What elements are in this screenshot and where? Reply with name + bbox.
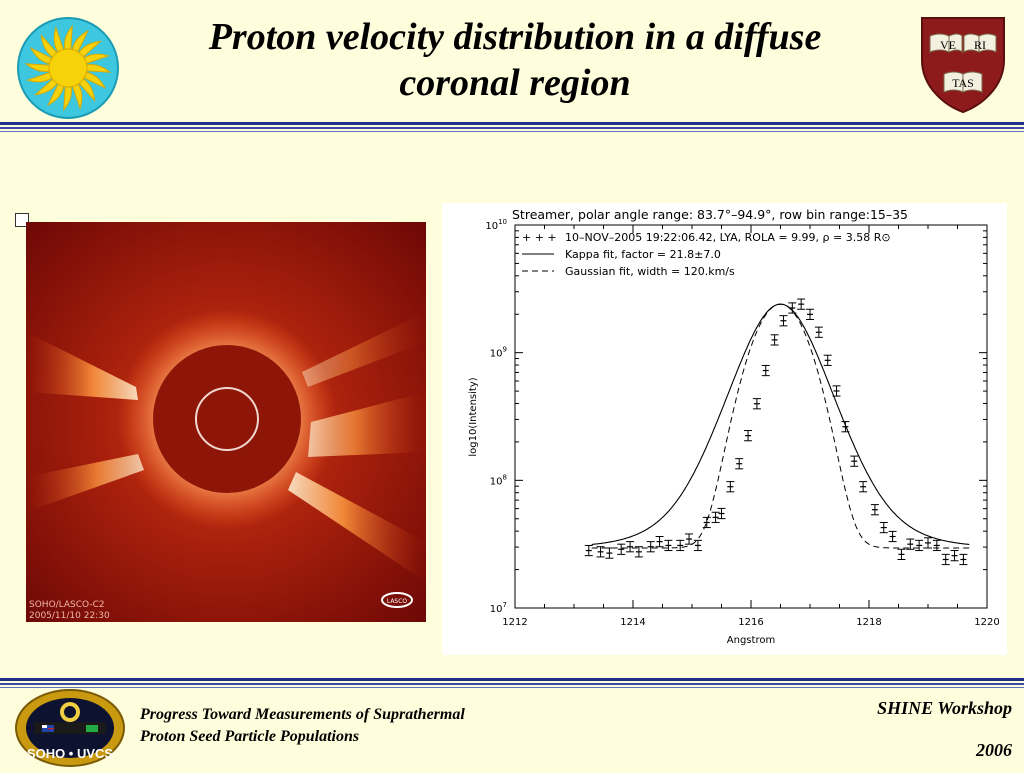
sun-ray	[71, 81, 83, 110]
sun-ray	[33, 77, 59, 96]
soho-uvcs-logo-text: SOHO • UVCS	[27, 746, 114, 761]
sun-ray	[63, 84, 72, 112]
y-tick-label: 108	[490, 473, 507, 487]
header-divider-2	[0, 127, 1024, 129]
lasco-caption-line-2: 2005/11/10 22:30	[29, 611, 110, 621]
bullet-checkbox	[15, 213, 29, 227]
gaussian-fit-line	[591, 303, 970, 549]
y-tick-label: 107	[490, 601, 507, 615]
x-tick-label: 1216	[738, 617, 763, 628]
y-tick-label: 1010	[485, 218, 507, 232]
footer-left-line-1: Progress Toward Measurements of Suprathe…	[140, 706, 465, 723]
sun-ray	[64, 24, 73, 52]
sun-ray	[26, 71, 55, 83]
shield-word-3: TAS	[952, 76, 974, 90]
lasco-coronagraph-image: SOHO/LASCO-C2 2005/11/10 22:30 LASCO	[26, 222, 426, 622]
lasco-caption-line-1: SOHO/LASCO-C2	[29, 600, 105, 610]
soho-uvcs-logo: SOHO • UVCS	[14, 688, 126, 773]
footer-divider	[0, 678, 1024, 681]
harvard-shield-logo: VE RI TAS	[918, 14, 1008, 119]
proton-velocity-plot: Streamer, polar angle range: 83.7°–94.9°…	[442, 203, 1007, 655]
x-axis-label: Angstrom	[727, 635, 775, 646]
sun-ray	[84, 64, 112, 73]
header-divider	[0, 122, 1024, 125]
sun-ray	[81, 71, 107, 89]
x-tick-label: 1212	[502, 617, 527, 628]
shield-word-1: VE	[940, 38, 956, 52]
legend-label: 10–NOV–2005 19:22:06.42, LYA, ROLA = 9.9…	[565, 231, 891, 244]
kappa-fit-line	[591, 303, 970, 546]
slide-title-line-2: coronal region	[399, 62, 631, 104]
x-tick-label: 1218	[856, 617, 881, 628]
header-divider-3	[0, 131, 1024, 132]
legend-label: Kappa fit, factor = 21.8±7.0	[565, 248, 721, 261]
footer-divider-3	[0, 687, 1024, 688]
sun-ray	[24, 63, 52, 72]
x-tick-label: 1220	[974, 617, 999, 628]
lasco-corner-badge: LASCO	[387, 598, 408, 605]
footer-workshop-year: 2006	[976, 740, 1012, 760]
sun-ray	[53, 26, 65, 55]
sun-ray	[77, 77, 96, 103]
x-tick-label: 1214	[620, 617, 645, 628]
sun-logo	[14, 14, 122, 127]
y-tick-label: 109	[490, 346, 507, 360]
sun-ray	[47, 81, 65, 107]
footer-left-line-2: Proton Seed Particle Populations	[140, 728, 360, 745]
sun-ray	[71, 29, 89, 55]
sun-ray	[81, 53, 110, 65]
legend-plus-markers: + + +	[522, 231, 557, 244]
legend-label: Gaussian fit, width = 120.km/s	[565, 265, 735, 278]
footer-talk-title: Progress Toward Measurements of Suprathe…	[140, 704, 465, 748]
sun-ray	[77, 40, 103, 59]
footer-workshop-name: SHINE Workshop	[877, 698, 1012, 718]
shield-word-2: RI	[974, 38, 986, 52]
sun-ray	[29, 47, 55, 65]
slide-title: Proton velocity distribution in a diffus…	[130, 14, 900, 106]
footer-divider-2	[0, 683, 1024, 685]
y-axis-label: log10(Intensity)	[468, 377, 479, 456]
slide-title-line-1: Proton velocity distribution in a diffus…	[208, 16, 822, 58]
chart-title: Streamer, polar angle range: 83.7°–94.9°…	[512, 207, 908, 222]
sun-ray	[40, 33, 59, 59]
